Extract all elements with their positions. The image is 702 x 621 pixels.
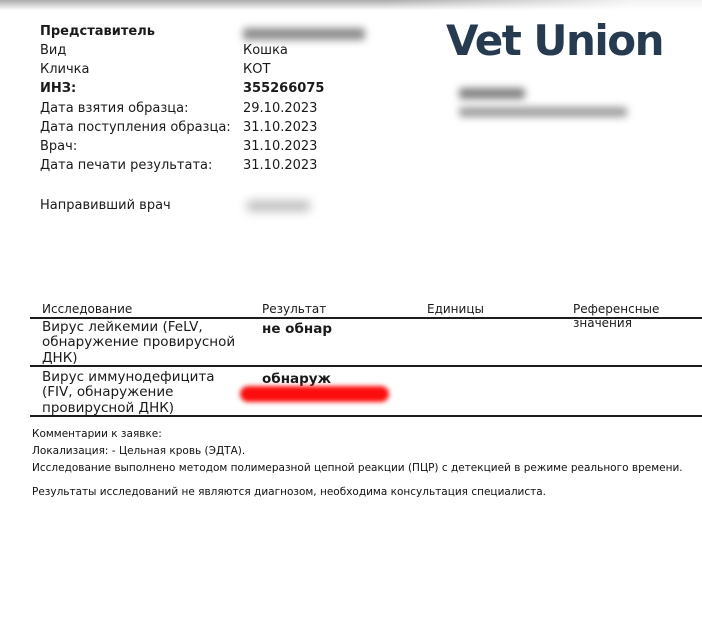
table-header-test: Исследование <box>42 302 133 316</box>
clinic-info-line2-redacted <box>459 107 627 117</box>
doctor-label: Врач: <box>40 138 78 154</box>
info-row-species: Вид Кошка <box>40 43 324 62</box>
patient-info-block: Представитель Вид Кошка Кличка КОТ ИНЗ: … <box>40 24 324 177</box>
table-row-divider-2 <box>30 415 702 417</box>
doctor-value: 31.10.2023 <box>243 138 318 154</box>
print-date-label: Дата печати результата: <box>40 157 213 173</box>
table-row-felv-result: не обнар <box>262 321 332 337</box>
representative-value-redacted <box>243 28 365 40</box>
sample-taken-value: 29.10.2023 <box>243 100 318 116</box>
clinic-info-line1-redacted <box>459 88 525 99</box>
sample-received-value: 31.10.2023 <box>243 119 318 135</box>
table-header-divider <box>30 317 702 319</box>
info-row-representative: Представитель <box>40 24 324 43</box>
referring-doctor-value-redacted <box>247 201 310 211</box>
page-top-shadow <box>0 0 702 11</box>
info-row-name: Кличка КОТ <box>40 62 324 81</box>
comments-disclaimer: Результаты исследований не являются диаг… <box>32 486 547 498</box>
sample-received-label: Дата поступления образца: <box>40 119 231 135</box>
print-date-value: 31.10.2023 <box>243 157 318 173</box>
pet-name-value: КОТ <box>243 62 271 78</box>
comments-method: Исследование выполнено методом полимераз… <box>32 462 683 474</box>
table-row-divider-1 <box>30 365 702 367</box>
fiv-result-red-marker-redaction <box>240 386 389 402</box>
comments-localization: Локализация: - Цельная кровь (ЭДТА). <box>32 445 246 457</box>
inz-label: ИНЗ: <box>40 81 77 97</box>
representative-label: Представитель <box>40 24 155 39</box>
pet-name-label: Кличка <box>40 62 90 78</box>
species-value: Кошка <box>243 43 288 59</box>
table-header-reference: Референсные значения <box>573 302 660 330</box>
referring-doctor-label: Направивший врач <box>40 198 171 213</box>
info-row-print-date: Дата печати результата: 31.10.2023 <box>40 158 324 177</box>
info-row-doctor: Врач: 31.10.2023 <box>40 139 324 158</box>
table-header-result: Результат <box>262 302 327 316</box>
info-row-sample-received: Дата поступления образца: 31.10.2023 <box>40 120 324 139</box>
table-row-fiv-result: обнаруж <box>262 371 332 387</box>
sample-taken-label: Дата взятия образца: <box>40 100 189 116</box>
vet-union-logo: Vet Union <box>446 16 665 65</box>
inz-value: 355266075 <box>243 81 325 97</box>
table-row-fiv-test-name: Вирус иммунодефицита (FIV, обнаружение п… <box>42 369 215 416</box>
table-row-felv-test-name: Вирус лейкемии (FeLV, обнаружение провир… <box>42 319 236 366</box>
info-row-sample-taken: Дата взятия образца: 29.10.2023 <box>40 101 324 120</box>
comments-title: Комментарии к заявке: <box>32 428 162 440</box>
table-header-units: Единицы <box>427 302 484 316</box>
species-label: Вид <box>40 43 67 59</box>
info-row-inz: ИНЗ: 355266075 <box>40 81 324 100</box>
